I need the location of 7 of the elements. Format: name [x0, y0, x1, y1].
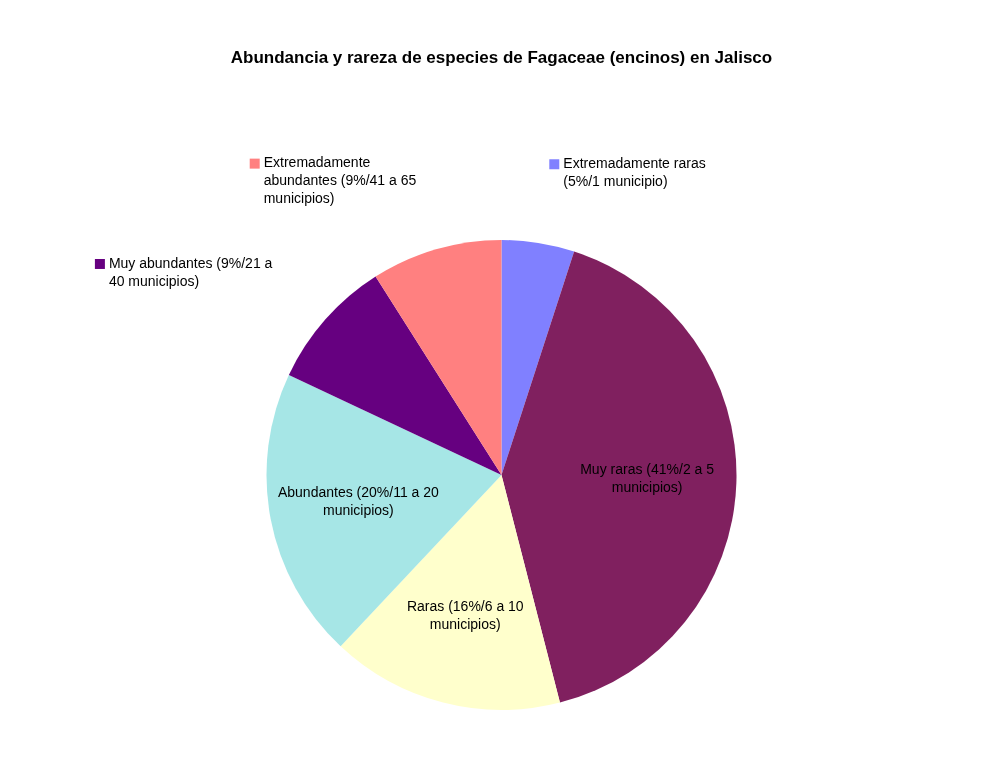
- slice-label: Raras (16%/6 a 10 municipios): [406, 597, 524, 632]
- legend-label: Extremadamente raras (5%/1 municipio): [563, 155, 706, 190]
- chart-title: Abundancia y rareza de especies de Fagaceae (encinos) en Jalisco: [229, 48, 774, 68]
- legend-label: Muy abundantes (9%/21 a 40 municipios): [108, 254, 273, 289]
- slice-label: Abundantes (20%/11 a 20 municipios): [277, 484, 440, 519]
- slice-label: Muy raras (41%/2 a 5 municipios): [580, 461, 715, 496]
- legend-label: Extremadamente abundantes (9%/41 a 65 municipios): [263, 154, 417, 207]
